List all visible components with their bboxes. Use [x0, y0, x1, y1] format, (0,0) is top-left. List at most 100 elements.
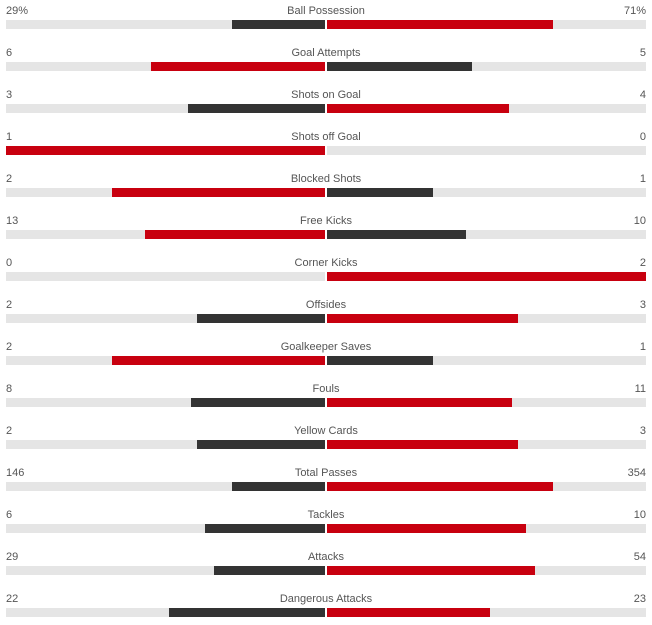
stat-row: Yellow Cards 2 3: [6, 424, 646, 452]
stat-labels: Tackles 6 10: [6, 508, 646, 522]
stat-bar: [6, 524, 646, 533]
away-value: 10: [633, 215, 646, 227]
stat-labels: Yellow Cards 2 3: [6, 424, 646, 438]
stat-labels: Fouls 8 11: [6, 382, 646, 396]
away-value: 5: [639, 47, 646, 59]
home-value: 29: [6, 551, 19, 563]
away-value: 354: [627, 467, 646, 479]
away-bar-track: [327, 20, 646, 29]
away-bar-track: [327, 272, 646, 281]
away-bar-fill: [327, 608, 490, 617]
stat-labels: Total Passes 146 354: [6, 466, 646, 480]
away-value: 23: [633, 593, 646, 605]
away-bar-fill: [327, 398, 512, 407]
stat-row: Ball Possession 29% 71%: [6, 4, 646, 32]
away-bar-fill: [327, 314, 518, 323]
away-bar-track: [327, 230, 646, 239]
home-bar-track: [6, 398, 325, 407]
away-bar-track: [327, 440, 646, 449]
away-bar-track: [327, 188, 646, 197]
home-bar-fill: [232, 482, 325, 491]
home-bar-fill: [197, 314, 325, 323]
stat-labels: Corner Kicks 0 2: [6, 256, 646, 270]
home-bar-fill: [151, 62, 325, 71]
home-bar-fill: [112, 356, 325, 365]
stat-name: Corner Kicks: [294, 257, 358, 269]
stat-name: Blocked Shots: [290, 173, 362, 185]
stat-bar: [6, 188, 646, 197]
home-value: 2: [6, 299, 13, 311]
away-bar-fill: [327, 566, 535, 575]
home-bar-track: [6, 20, 325, 29]
stat-row: Corner Kicks 0 2: [6, 256, 646, 284]
away-bar-track: [327, 398, 646, 407]
home-bar-fill: [145, 230, 325, 239]
away-bar-fill: [327, 62, 472, 71]
home-bar-track: [6, 188, 325, 197]
home-bar-track: [6, 608, 325, 617]
away-bar-fill: [327, 482, 553, 491]
home-bar-fill: [197, 440, 325, 449]
home-value: 3: [6, 89, 13, 101]
stat-labels: Shots on Goal 3 4: [6, 88, 646, 102]
stat-row: Shots on Goal 3 4: [6, 88, 646, 116]
home-bar-track: [6, 104, 325, 113]
stat-labels: Offsides 2 3: [6, 298, 646, 312]
stat-name: Dangerous Attacks: [279, 593, 373, 605]
stat-row: Dangerous Attacks 22 23: [6, 592, 646, 620]
home-value: 6: [6, 509, 13, 521]
stat-name: Goal Attempts: [291, 47, 361, 59]
stat-labels: Ball Possession 29% 71%: [6, 4, 646, 18]
home-bar-fill: [188, 104, 325, 113]
home-value: 13: [6, 215, 19, 227]
home-bar-fill: [191, 398, 325, 407]
home-bar-track: [6, 146, 325, 155]
away-value: 1: [639, 341, 646, 353]
stat-labels: Blocked Shots 2 1: [6, 172, 646, 186]
stat-bar: [6, 272, 646, 281]
stat-labels: Free Kicks 13 10: [6, 214, 646, 228]
away-value: 4: [639, 89, 646, 101]
home-bar-track: [6, 314, 325, 323]
stat-bar: [6, 20, 646, 29]
stat-row: Tackles 6 10: [6, 508, 646, 536]
stat-bar: [6, 398, 646, 407]
stat-name: Ball Possession: [287, 5, 365, 17]
stat-bar: [6, 314, 646, 323]
away-bar-track: [327, 524, 646, 533]
home-bar-fill: [6, 146, 325, 155]
away-bar-fill: [327, 272, 646, 281]
away-bar-fill: [327, 524, 526, 533]
away-bar-track: [327, 104, 646, 113]
away-bar-fill: [327, 20, 553, 29]
stat-row: Attacks 29 54: [6, 550, 646, 578]
stat-row: Goalkeeper Saves 2 1: [6, 340, 646, 368]
away-bar-fill: [327, 188, 433, 197]
home-value: 8: [6, 383, 13, 395]
stat-name: Free Kicks: [300, 215, 352, 227]
home-value: 29%: [6, 5, 29, 17]
home-value: 22: [6, 593, 19, 605]
stat-row: Total Passes 146 354: [6, 466, 646, 494]
home-bar-track: [6, 62, 325, 71]
stat-bar: [6, 608, 646, 617]
home-bar-fill: [232, 20, 325, 29]
away-value: 71%: [623, 5, 646, 17]
home-value: 6: [6, 47, 13, 59]
away-value: 2: [639, 257, 646, 269]
stat-labels: Dangerous Attacks 22 23: [6, 592, 646, 606]
away-value: 54: [633, 551, 646, 563]
stat-row: Shots off Goal 1 0: [6, 130, 646, 158]
home-bar-track: [6, 230, 325, 239]
stat-row: Blocked Shots 2 1: [6, 172, 646, 200]
home-value: 2: [6, 341, 13, 353]
home-bar-fill: [205, 524, 325, 533]
stat-labels: Attacks 29 54: [6, 550, 646, 564]
stat-bar: [6, 482, 646, 491]
stat-labels: Goalkeeper Saves 2 1: [6, 340, 646, 354]
stat-bar: [6, 62, 646, 71]
stat-row: Fouls 8 11: [6, 382, 646, 410]
home-bar-track: [6, 440, 325, 449]
home-value: 146: [6, 467, 25, 479]
